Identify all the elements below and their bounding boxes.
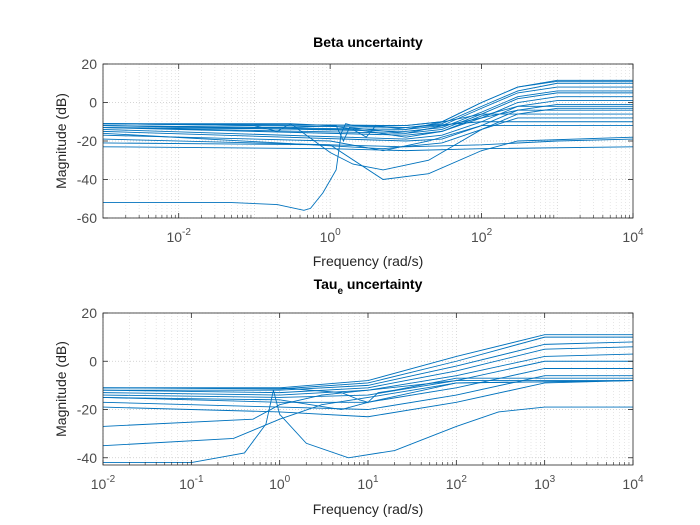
series-line-6 xyxy=(102,360,633,398)
y-tick-label: -20 xyxy=(77,133,97,149)
y-tick-label: -20 xyxy=(77,402,97,418)
y-axis-label: Magnitude (dB) xyxy=(53,341,69,437)
series-line-8 xyxy=(102,375,633,410)
series-line-5 xyxy=(102,90,633,132)
series-line-17 xyxy=(102,138,634,148)
x-tick-label: 10-2 xyxy=(166,227,191,245)
y-tick-label: 0 xyxy=(89,353,97,369)
y-tick-label: -40 xyxy=(77,172,97,188)
x-tick-label: 10-1 xyxy=(179,474,204,492)
chart-title: Beta uncertainty xyxy=(313,34,423,50)
series-line-3 xyxy=(103,341,634,391)
series-line-12 xyxy=(102,109,633,143)
series-line-13 xyxy=(102,113,633,138)
series-line-12 xyxy=(102,380,633,427)
y-axis-label: Magnitude (dB) xyxy=(53,93,69,189)
chart-title: Taue uncertainty xyxy=(314,276,423,297)
y-tick-label: 0 xyxy=(89,95,97,111)
series-line-13 xyxy=(102,380,634,447)
series-line-19 xyxy=(103,121,633,211)
series-line-18 xyxy=(102,146,634,152)
series-line-4 xyxy=(102,346,634,394)
x-tick-label: 102 xyxy=(446,474,468,492)
x-tick-label: 100 xyxy=(269,474,291,492)
beta-uncertainty-plot: -60 -40 -20 0 20 10-2 100 102 104 Beta uncertaint… xyxy=(53,34,644,269)
x-tick-label: 104 xyxy=(622,227,644,245)
x-tick-label: 102 xyxy=(471,227,493,245)
y-tick-label: -60 xyxy=(77,210,97,226)
series-line-7 xyxy=(102,368,633,403)
y-tick-label: 20 xyxy=(81,305,97,321)
series-line-2 xyxy=(102,336,633,390)
series-line-15 xyxy=(102,125,633,152)
series-line-2 xyxy=(102,79,633,127)
x-axis-label: Frequency (rad/s) xyxy=(313,501,423,517)
series-line-5 xyxy=(102,353,634,396)
y-tick-label: 20 xyxy=(81,56,97,72)
x-tick-label: 104 xyxy=(622,474,644,492)
x-tick-label: 101 xyxy=(357,474,379,492)
tau-e-uncertainty-plot: -40 -20 0 20 10-2 10-1 100 101 102 103 104 Taue unc… xyxy=(53,276,644,517)
series-line-9 xyxy=(102,380,634,418)
x-tick-label: 100 xyxy=(320,227,342,245)
x-axis-label: Frequency (rad/s) xyxy=(313,253,423,269)
y-tick-label: -40 xyxy=(77,450,97,466)
x-tick-label: 103 xyxy=(534,474,556,492)
series-line-14 xyxy=(103,390,633,464)
x-tick-label: 10-2 xyxy=(91,474,116,492)
